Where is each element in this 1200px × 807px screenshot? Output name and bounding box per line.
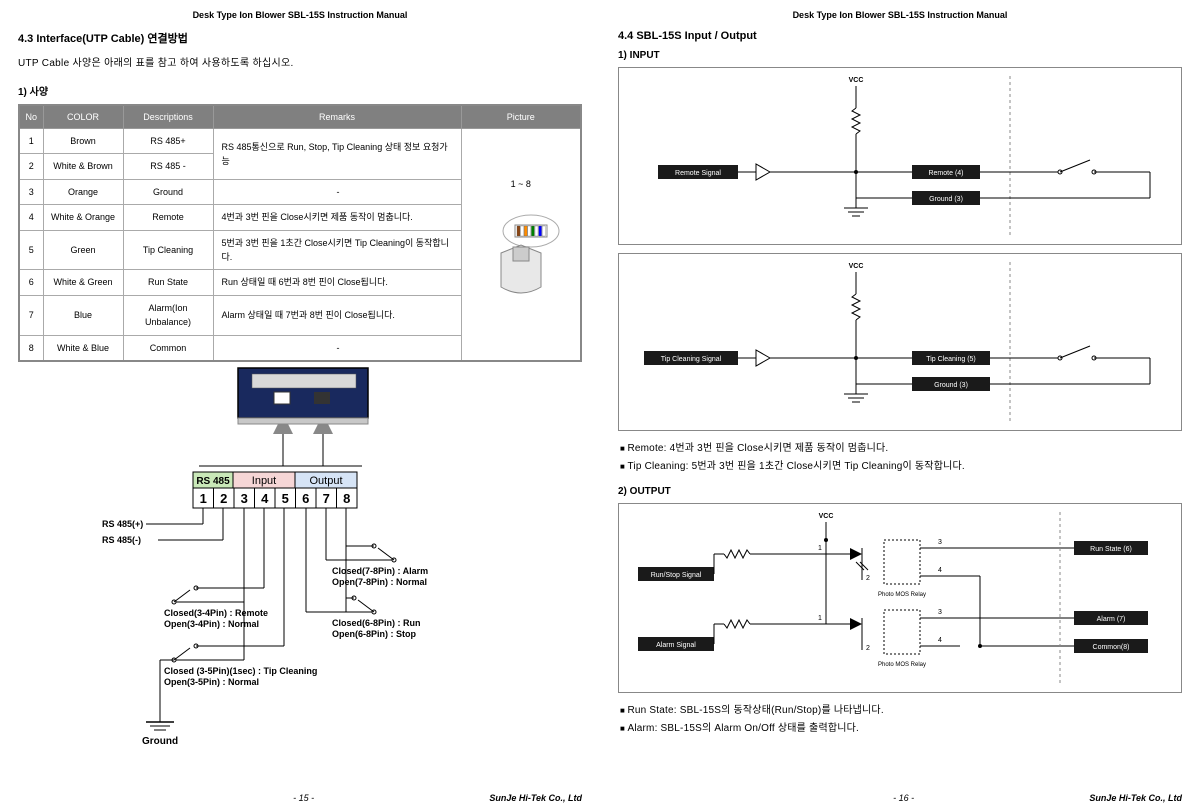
svg-text:Remote (4): Remote (4): [928, 170, 963, 177]
section-4-3-title: 4.3 Interface(UTP Cable) 연결방법: [18, 30, 582, 46]
svg-text:Tip Cleaning (5): Tip Cleaning (5): [926, 356, 976, 363]
output-circuit: VCC Run/Stop Signal 1 2 Photo MOS Relay: [618, 503, 1182, 693]
svg-text:4: 4: [938, 567, 942, 574]
svg-text:Closed (3-5Pin)(1sec) : Tip Cl: Closed (3-5Pin)(1sec) : Tip Cleaning: [164, 666, 317, 676]
svg-text:2: 2: [866, 575, 870, 582]
svg-text:RS 485(-): RS 485(-): [102, 535, 141, 545]
svg-text:Run State (6): Run State (6): [1090, 546, 1132, 553]
svg-text:7: 7: [323, 491, 330, 506]
svg-text:Ground (3): Ground (3): [934, 382, 968, 389]
svg-text:RS 485(+): RS 485(+): [102, 519, 143, 529]
company: SunJe Hi-Tek Co., Ltd: [1089, 793, 1182, 803]
spec-heading: 1) 사양: [18, 83, 582, 98]
svg-text:Ground: Ground: [142, 736, 178, 747]
svg-text:VCC: VCC: [849, 77, 864, 84]
th-no: No: [19, 105, 43, 129]
svg-text:Tip Cleaning Signal: Tip Cleaning Signal: [661, 356, 722, 363]
note-line: Tip Cleaning: 5번과 3번 핀을 1초간 Close시키면 Tip…: [620, 457, 1182, 472]
note-line: Alarm: SBL-15S의 Alarm On/Off 상태를 출력합니다.: [620, 719, 1182, 734]
svg-text:Ground (3): Ground (3): [929, 196, 963, 203]
page-number: - 16 -: [718, 793, 1089, 803]
page-number: - 15 -: [118, 793, 489, 803]
section-4-4-title: 4.4 SBL-15S Input / Output: [618, 30, 1182, 42]
input-notes: Remote: 4번과 3번 핀을 Close시키면 제품 동작이 멈춥니다. T…: [618, 439, 1182, 472]
pin-diagram: RS 485 Input Output 1 2 3 4 5 6 7 8: [18, 364, 582, 754]
doc-header: Desk Type Ion Blower SBL-15S Instruction…: [18, 10, 582, 20]
svg-text:RS 485: RS 485: [196, 476, 230, 487]
input-circuit-remote: VCC Remote Signal Remote (4) Ground (3): [618, 67, 1182, 245]
doc-header-r: Desk Type Ion Blower SBL-15S Instruction…: [618, 10, 1182, 20]
page-15: Desk Type Ion Blower SBL-15S Instruction…: [0, 0, 600, 807]
svg-text:Closed(7-8Pin) : Alarm: Closed(7-8Pin) : Alarm: [332, 566, 428, 576]
svg-text:8: 8: [343, 491, 350, 506]
output-heading: 2) OUTPUT: [618, 486, 1182, 497]
svg-text:2: 2: [866, 645, 870, 652]
svg-text:Photo MOS Relay: Photo MOS Relay: [878, 592, 926, 598]
svg-text:Input: Input: [252, 475, 276, 487]
svg-text:VCC: VCC: [849, 263, 864, 270]
svg-text:6: 6: [302, 491, 309, 506]
svg-text:3: 3: [938, 609, 942, 616]
table-row: 1BrownRS 485+RS 485통신으로 Run, Stop, Tip C…: [19, 129, 581, 154]
th-picture: Picture: [461, 105, 581, 129]
svg-text:1: 1: [818, 545, 822, 552]
company: SunJe Hi-Tek Co., Ltd: [489, 793, 582, 803]
svg-text:Photo MOS Relay: Photo MOS Relay: [878, 662, 926, 668]
svg-text:1: 1: [200, 491, 207, 506]
svg-text:Output: Output: [309, 475, 342, 487]
svg-text:4: 4: [938, 637, 942, 644]
svg-text:Open(7-8Pin) : Normal: Open(7-8Pin) : Normal: [332, 577, 427, 587]
svg-text:Closed(3-4Pin) : Remote: Closed(3-4Pin) : Remote: [164, 608, 268, 618]
svg-text:Common(8): Common(8): [1093, 644, 1130, 651]
svg-text:Open(3-4Pin) : Normal: Open(3-4Pin) : Normal: [164, 619, 259, 629]
intro-text: UTP Cable 사양은 아래의 표를 참고 하여 사용하도록 하십시오.: [18, 54, 582, 69]
th-remarks: Remarks: [213, 105, 461, 129]
svg-text:4: 4: [261, 491, 269, 506]
note-line: Remote: 4번과 3번 핀을 Close시키면 제품 동작이 멈춥니다.: [620, 439, 1182, 454]
svg-text:Alarm (7): Alarm (7): [1097, 616, 1126, 623]
svg-text:Run/Stop Signal: Run/Stop Signal: [651, 572, 702, 579]
output-notes: Run State: SBL-15S의 동작상태(Run/Stop)를 나타냅니…: [618, 701, 1182, 734]
page-16: Desk Type Ion Blower SBL-15S Instruction…: [600, 0, 1200, 807]
svg-text:VCC: VCC: [819, 513, 834, 520]
th-color: COLOR: [43, 105, 123, 129]
footer-right: - 16 - SunJe Hi-Tek Co., Ltd: [600, 793, 1200, 803]
svg-text:Remote Signal: Remote Signal: [675, 170, 721, 177]
footer-left: - 15 - SunJe Hi-Tek Co., Ltd: [0, 793, 600, 803]
th-desc: Descriptions: [123, 105, 213, 129]
svg-text:2: 2: [220, 491, 227, 506]
svg-text:3: 3: [241, 491, 248, 506]
svg-text:Open(6-8Pin) : Stop: Open(6-8Pin) : Stop: [332, 629, 416, 639]
svg-text:Closed(6-8Pin) : Run: Closed(6-8Pin) : Run: [332, 618, 421, 628]
svg-text:1: 1: [818, 615, 822, 622]
svg-text:Alarm Signal: Alarm Signal: [656, 642, 696, 649]
svg-text:Open(3-5Pin) : Normal: Open(3-5Pin) : Normal: [164, 677, 259, 687]
svg-text:5: 5: [282, 491, 289, 506]
input-circuit-tip: VCC Tip Cleaning Signal Tip Cleaning (5)…: [618, 253, 1182, 431]
utp-spec-table: No COLOR Descriptions Remarks Picture 1B…: [18, 104, 582, 362]
svg-text:3: 3: [938, 539, 942, 546]
input-heading: 1) INPUT: [618, 50, 1182, 61]
note-line: Run State: SBL-15S의 동작상태(Run/Stop)를 나타냅니…: [620, 701, 1182, 716]
